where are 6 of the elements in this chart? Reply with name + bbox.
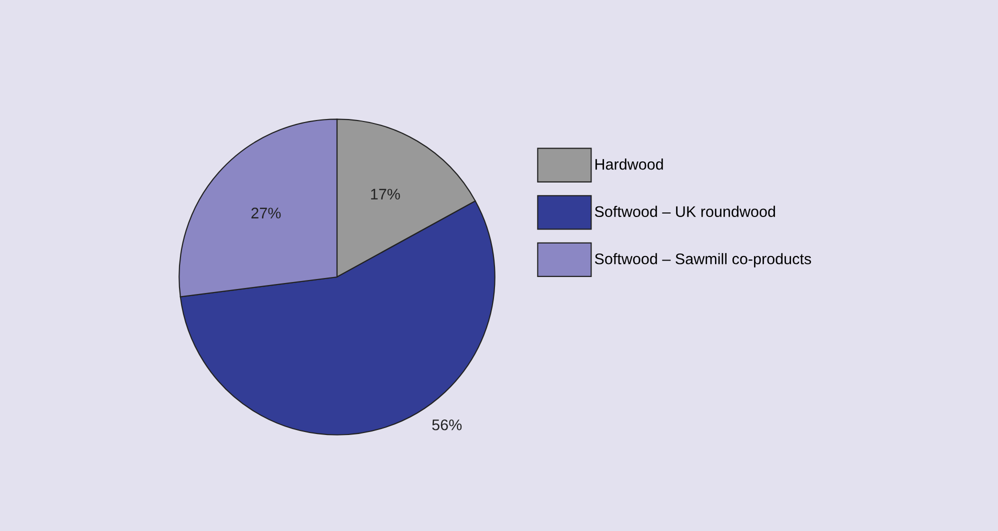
legend-label: Softwood – UK roundwood — [594, 206, 775, 218]
data-label: 27% — [251, 208, 281, 218]
data-label: 56% — [432, 419, 462, 430]
legend-label: Softwood – Sawmill co-products — [594, 253, 812, 268]
data-label: 17% — [371, 188, 400, 200]
legend-label: Hardwood — [595, 158, 663, 170]
